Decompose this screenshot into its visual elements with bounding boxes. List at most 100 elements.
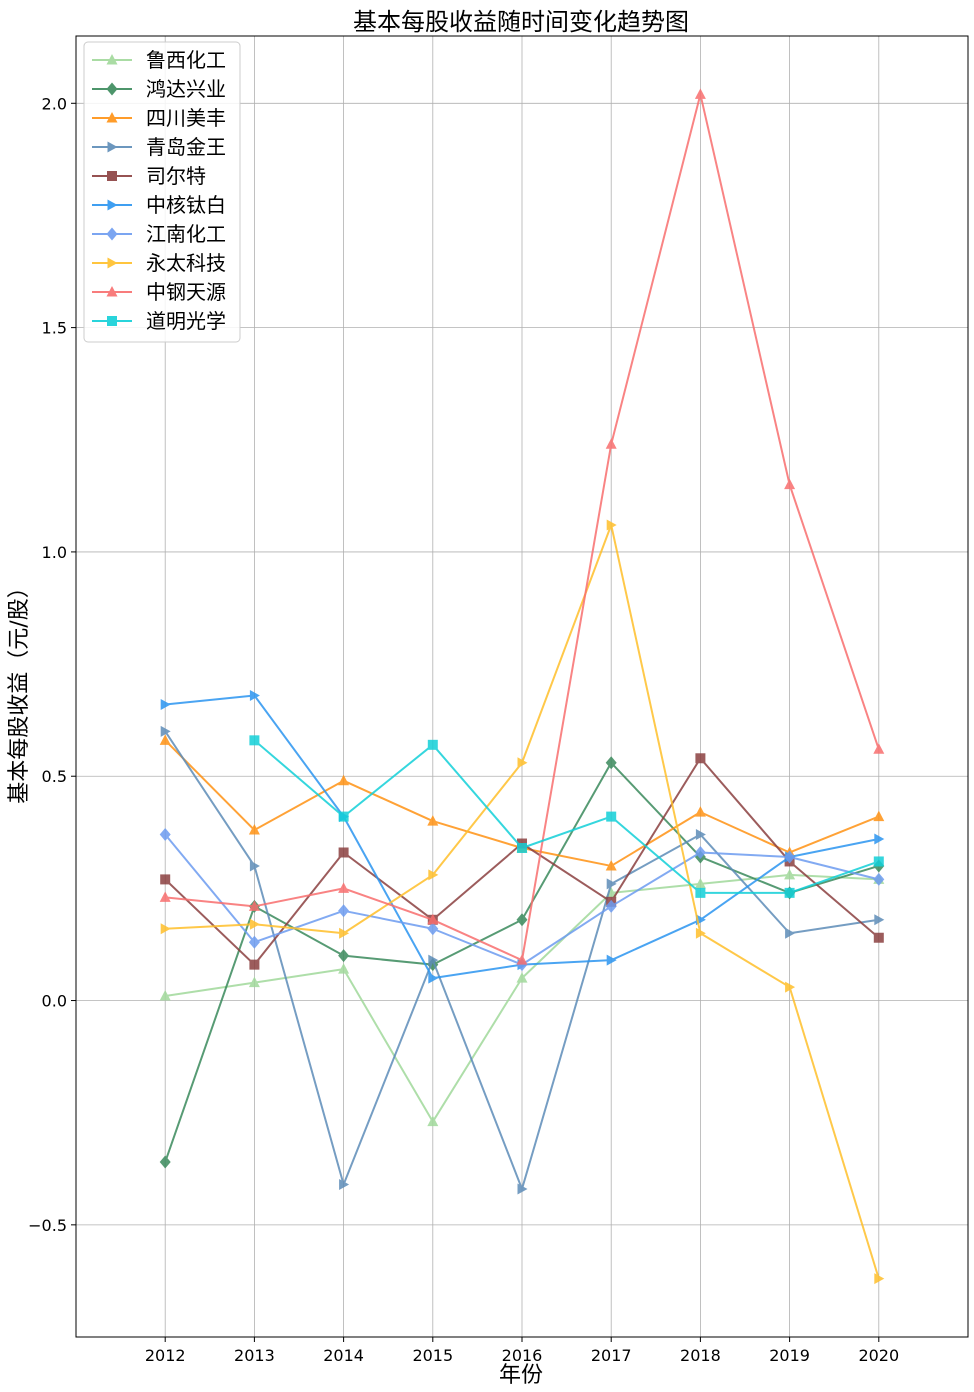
data-point bbox=[428, 954, 439, 966]
data-point bbox=[427, 922, 439, 936]
legend-entry bbox=[92, 316, 132, 326]
y-tick-label: 0.0 bbox=[42, 992, 67, 1011]
data-point bbox=[428, 869, 439, 881]
x-tick-label: 2015 bbox=[412, 1346, 453, 1365]
legend-swatch-marker bbox=[106, 227, 118, 241]
x-tick-label: 2018 bbox=[680, 1346, 721, 1365]
data-point bbox=[338, 882, 350, 893]
x-tick-label: 2014 bbox=[323, 1346, 364, 1365]
data-point bbox=[249, 735, 260, 746]
data-point bbox=[427, 913, 439, 925]
data-point bbox=[784, 850, 796, 864]
series-8 bbox=[159, 88, 885, 965]
data-point bbox=[785, 927, 796, 939]
data-point bbox=[338, 774, 350, 786]
data-point bbox=[159, 990, 171, 1001]
series-3 bbox=[160, 725, 885, 1195]
legend-entry bbox=[92, 82, 132, 96]
data-point bbox=[516, 913, 528, 927]
data-point bbox=[248, 824, 260, 835]
y-tick-label: −0.5 bbox=[28, 1216, 67, 1235]
data-point bbox=[339, 1178, 350, 1190]
data-point bbox=[606, 878, 617, 890]
y-tick-label: 2.0 bbox=[42, 94, 67, 113]
data-point bbox=[248, 976, 260, 988]
data-point bbox=[695, 829, 706, 841]
data-point bbox=[517, 1183, 528, 1195]
legend-label: 青岛金王 bbox=[146, 135, 226, 159]
data-point bbox=[605, 899, 617, 913]
ticks: 2012 2013 2014 2015 2016 2017 2018 2019 2020 −0.5… bbox=[28, 94, 899, 1365]
data-point bbox=[873, 743, 885, 754]
data-point bbox=[248, 935, 260, 949]
data-point bbox=[338, 904, 350, 918]
data-point bbox=[338, 949, 350, 963]
data-point bbox=[874, 1273, 885, 1285]
data-point bbox=[339, 927, 350, 939]
data-point bbox=[874, 914, 885, 926]
legend-label: 鸿达兴业 bbox=[146, 77, 226, 101]
data-point bbox=[694, 88, 706, 99]
data-point bbox=[695, 753, 706, 764]
data-point bbox=[160, 725, 171, 737]
legend-swatch-marker bbox=[107, 199, 118, 211]
data-point bbox=[159, 828, 171, 842]
data-point bbox=[694, 877, 706, 889]
data-point bbox=[249, 689, 260, 701]
legend-label: 中核钛白 bbox=[146, 193, 226, 217]
data-point bbox=[338, 963, 350, 974]
legend-swatch-marker bbox=[107, 171, 117, 181]
data-point bbox=[516, 954, 528, 965]
data-point bbox=[516, 972, 528, 983]
data-point bbox=[159, 1155, 171, 1169]
data-point bbox=[605, 859, 617, 871]
legend-entry bbox=[92, 199, 132, 211]
legend-swatch-marker bbox=[106, 54, 118, 65]
data-point bbox=[605, 756, 617, 770]
data-point bbox=[249, 918, 260, 930]
data-point bbox=[338, 811, 349, 822]
data-point bbox=[606, 811, 617, 822]
data-point bbox=[695, 887, 706, 898]
legend-entry bbox=[92, 171, 132, 181]
x-tick-label: 2019 bbox=[769, 1346, 810, 1365]
data-point bbox=[873, 932, 884, 943]
legend-label: 江南化工 bbox=[146, 222, 226, 246]
data-point bbox=[695, 927, 706, 939]
data-point bbox=[428, 972, 439, 984]
legend-label: 鲁西化工 bbox=[146, 48, 226, 72]
legend-swatch-marker bbox=[106, 82, 118, 96]
x-tick-label: 2016 bbox=[502, 1346, 543, 1365]
x-tick-label: 2013 bbox=[234, 1346, 275, 1365]
data-point bbox=[427, 815, 439, 826]
y-tick-label: 1.5 bbox=[42, 319, 67, 338]
legend-swatch-marker bbox=[107, 257, 118, 269]
x-axis-label: 年份 bbox=[499, 1363, 543, 1388]
data-point bbox=[338, 847, 349, 858]
series-9 bbox=[249, 735, 884, 898]
legend-entry bbox=[92, 227, 132, 241]
legend-label: 道明光学 bbox=[146, 309, 226, 333]
legend-entry bbox=[92, 286, 132, 297]
data-point bbox=[785, 981, 796, 993]
data-point bbox=[159, 891, 171, 902]
data-point bbox=[160, 698, 171, 710]
data-point bbox=[784, 887, 795, 898]
legend-label: 中钢天源 bbox=[146, 280, 226, 304]
data-point bbox=[427, 1115, 439, 1127]
data-point bbox=[160, 874, 171, 885]
legend-label: 司尔特 bbox=[146, 164, 206, 188]
legend-label: 四川美丰 bbox=[146, 106, 226, 130]
data-point bbox=[784, 478, 796, 490]
grid bbox=[76, 36, 968, 1337]
legend-entry bbox=[92, 141, 132, 153]
legend-label: 永太科技 bbox=[146, 251, 226, 275]
data-point bbox=[606, 519, 617, 531]
series-line bbox=[253, 739, 880, 894]
data-point bbox=[248, 900, 260, 911]
legend-swatch-marker bbox=[107, 141, 118, 153]
y-axis-label: 基本每股收益（元/股） bbox=[7, 576, 32, 803]
data-point bbox=[784, 868, 796, 880]
